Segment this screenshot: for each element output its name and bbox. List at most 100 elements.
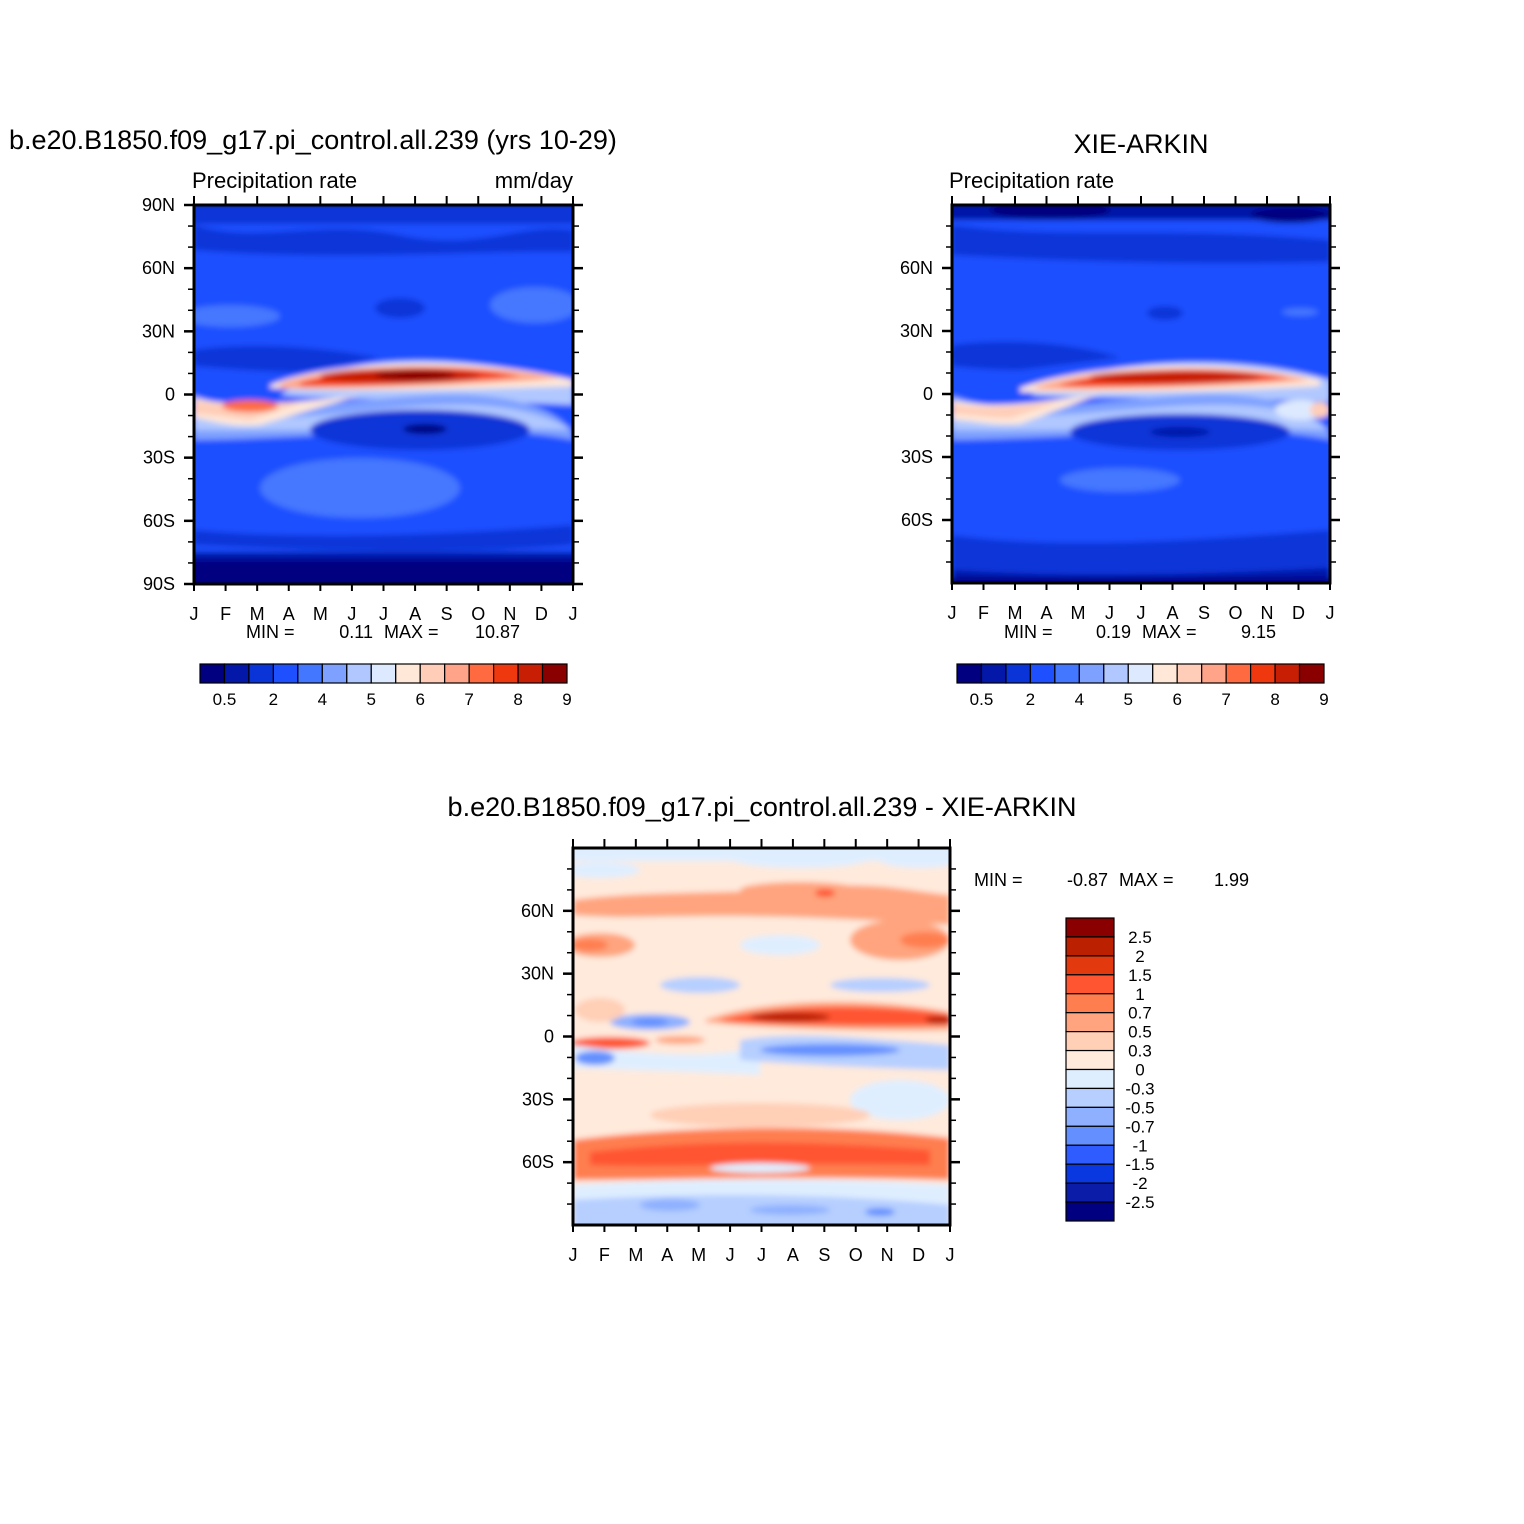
panel-obs-colorbar-swatch — [1029, 663, 1056, 684]
diff-x-tick-label: F — [599, 1245, 610, 1265]
panel-obs-colorbar-swatch — [1005, 663, 1032, 684]
panel-model-colorbar-swatch — [395, 663, 421, 684]
panel-diff-colorbar-label: 1 — [1135, 985, 1144, 1004]
obs-y-tick-label: 0 — [923, 384, 933, 404]
panel-diff-colorbar-label: 0 — [1135, 1061, 1144, 1080]
panel-model-colorbar-swatch — [419, 663, 446, 684]
panel-diff-colorbar-swatch — [1065, 993, 1115, 1014]
panel-model-max-label: MAX = — [384, 622, 439, 642]
obs-x-tick-label: D — [1292, 603, 1305, 623]
obs-y-tick-label: 60S — [901, 510, 933, 530]
obs-y-tick-label: 60N — [900, 258, 933, 278]
model-x-tick-label: J — [190, 604, 199, 624]
model-y-tick-label: 60S — [143, 511, 175, 531]
panel-model-field — [194, 205, 573, 584]
panel-obs-max-label: MAX = — [1142, 622, 1197, 642]
obs-x-tick-label: M — [1071, 603, 1086, 623]
panel-model-units: mm/day — [495, 168, 573, 193]
diff-x-tick-label: S — [818, 1245, 830, 1265]
obs-x-tick-label: J — [1105, 603, 1114, 623]
panel-model-max-value: 10.87 — [475, 622, 520, 642]
panel-model-colorbar-swatch — [199, 663, 226, 684]
obs-y-tick-label: 30S — [901, 447, 933, 467]
panel-obs-min-label: MIN = — [1004, 622, 1053, 642]
model-y-tick-label: 90N — [142, 195, 175, 215]
panel-diff-max-label: MAX = — [1119, 870, 1174, 890]
panel-model-colorbar: 0.5 2 4 5 6 7 8 9 — [199, 663, 572, 709]
panel-diff-field — [573, 848, 950, 1225]
panel-obs-colorbar-label: 4 — [1075, 690, 1084, 709]
panel-model-colorbar-swatch — [223, 663, 250, 684]
model-x-tick-label: N — [503, 604, 516, 624]
panel-model-colorbar-swatch — [370, 663, 397, 684]
panel-obs-colorbar: 0.5 2 4 5 6 7 8 9 — [956, 663, 1329, 709]
panel-diff-colorbar-label: 1.5 — [1128, 966, 1152, 985]
obs-x-tick-label: N — [1261, 603, 1274, 623]
panel-diff-colorbar-swatch — [1065, 1182, 1115, 1203]
panel-obs-colorbar-swatch — [1249, 663, 1276, 684]
diff-y-tick-label: 30N — [521, 964, 554, 984]
obs-y-tick-label: 30N — [900, 321, 933, 341]
panel-model-title: b.e20.B1850.f09_g17.pi_control.all.239 (… — [9, 125, 617, 155]
panel-diff-colorbar-label: -2 — [1132, 1174, 1147, 1193]
panel-model-colorbar-label: 8 — [513, 690, 522, 709]
obs-x-tick-label: O — [1228, 603, 1242, 623]
panel-obs-colorbar-label: 2 — [1026, 690, 1035, 709]
panel-model-colorbar-swatch — [493, 663, 519, 684]
model-x-tick-label: A — [283, 604, 295, 624]
panel-diff-colorbar-swatch — [1065, 1163, 1115, 1184]
model-x-tick-label: M — [250, 604, 265, 624]
panel-diff-title: b.e20.B1850.f09_g17.pi_control.all.239 -… — [448, 792, 1077, 822]
panel-diff-max-value: 1.99 — [1214, 870, 1249, 890]
diff-y-tick-label: 30S — [522, 1089, 554, 1109]
panel-model-colorbar-label: 5 — [367, 690, 376, 709]
panel-diff-colorbar-swatch — [1065, 974, 1115, 995]
diff-x-tick-label: A — [661, 1245, 673, 1265]
panel-obs-colorbar-swatch — [1127, 663, 1154, 684]
panel-obs-colorbar-label: 7 — [1221, 690, 1230, 709]
panel-diff-min-label: MIN = — [974, 870, 1023, 890]
panel-obs-colorbar-swatch — [956, 663, 983, 684]
panel-diff-colorbar-label: 0.5 — [1128, 1023, 1152, 1042]
model-y-tick-label: 30S — [143, 448, 175, 468]
panel-model-colorbar-swatch — [444, 663, 470, 684]
panel-diff-colorbar-swatch — [1065, 1144, 1115, 1165]
panel-diff-colorbar-swatch — [1065, 1087, 1115, 1108]
panel-obs-title: XIE-ARKIN — [1073, 129, 1208, 159]
panel-obs-colorbar-label: 5 — [1124, 690, 1133, 709]
panel-model-colorbar-label: 9 — [562, 690, 571, 709]
diff-x-tick-label: N — [881, 1245, 894, 1265]
panel-diff-colorbar-swatch — [1065, 917, 1115, 938]
model-x-tick-label: O — [471, 604, 485, 624]
panel-obs-colorbar-label: 9 — [1319, 690, 1328, 709]
panel-obs-colorbar-swatch — [1152, 663, 1178, 684]
panel-obs-field — [952, 205, 1330, 583]
panel-model: b.e20.B1850.f09_g17.pi_control.all.239 (… — [9, 125, 617, 709]
panel-model-min-label: MIN = — [246, 622, 295, 642]
panel-diff: b.e20.B1850.f09_g17.pi_control.all.239 -… — [448, 792, 1249, 1265]
diff-y-tick-label: 60S — [522, 1152, 554, 1172]
model-x-tick-label: F — [220, 604, 231, 624]
panel-model-colorbar-swatch — [321, 663, 348, 684]
panel-diff-colorbar-label: 0.3 — [1128, 1042, 1152, 1061]
panel-diff-y-ticks: 60N 30N 0 30S 60S — [521, 868, 960, 1205]
panel-obs-left-string: Precipitation rate — [949, 168, 1114, 193]
panel-obs-colorbar-swatch — [1225, 663, 1252, 684]
panel-model-colorbar-label: 7 — [464, 690, 473, 709]
panel-diff-colorbar-swatch — [1065, 1125, 1115, 1146]
panel-diff-colorbar-swatch — [1065, 1049, 1115, 1071]
obs-x-tick-label: J — [1137, 603, 1146, 623]
panel-diff-colorbar-swatch — [1065, 955, 1115, 976]
obs-x-tick-label: A — [1166, 603, 1178, 623]
panel-diff-colorbar-label: -0.3 — [1125, 1079, 1154, 1098]
diff-x-tick-label: J — [569, 1245, 578, 1265]
diff-x-tick-label: O — [849, 1245, 863, 1265]
model-x-tick-label: J — [379, 604, 388, 624]
panel-obs-colorbar-swatch — [1274, 663, 1301, 684]
panel-obs-max-value: 9.15 — [1241, 622, 1276, 642]
panel-model-colorbar-swatch — [248, 663, 275, 684]
model-x-tick-label: A — [409, 604, 421, 624]
